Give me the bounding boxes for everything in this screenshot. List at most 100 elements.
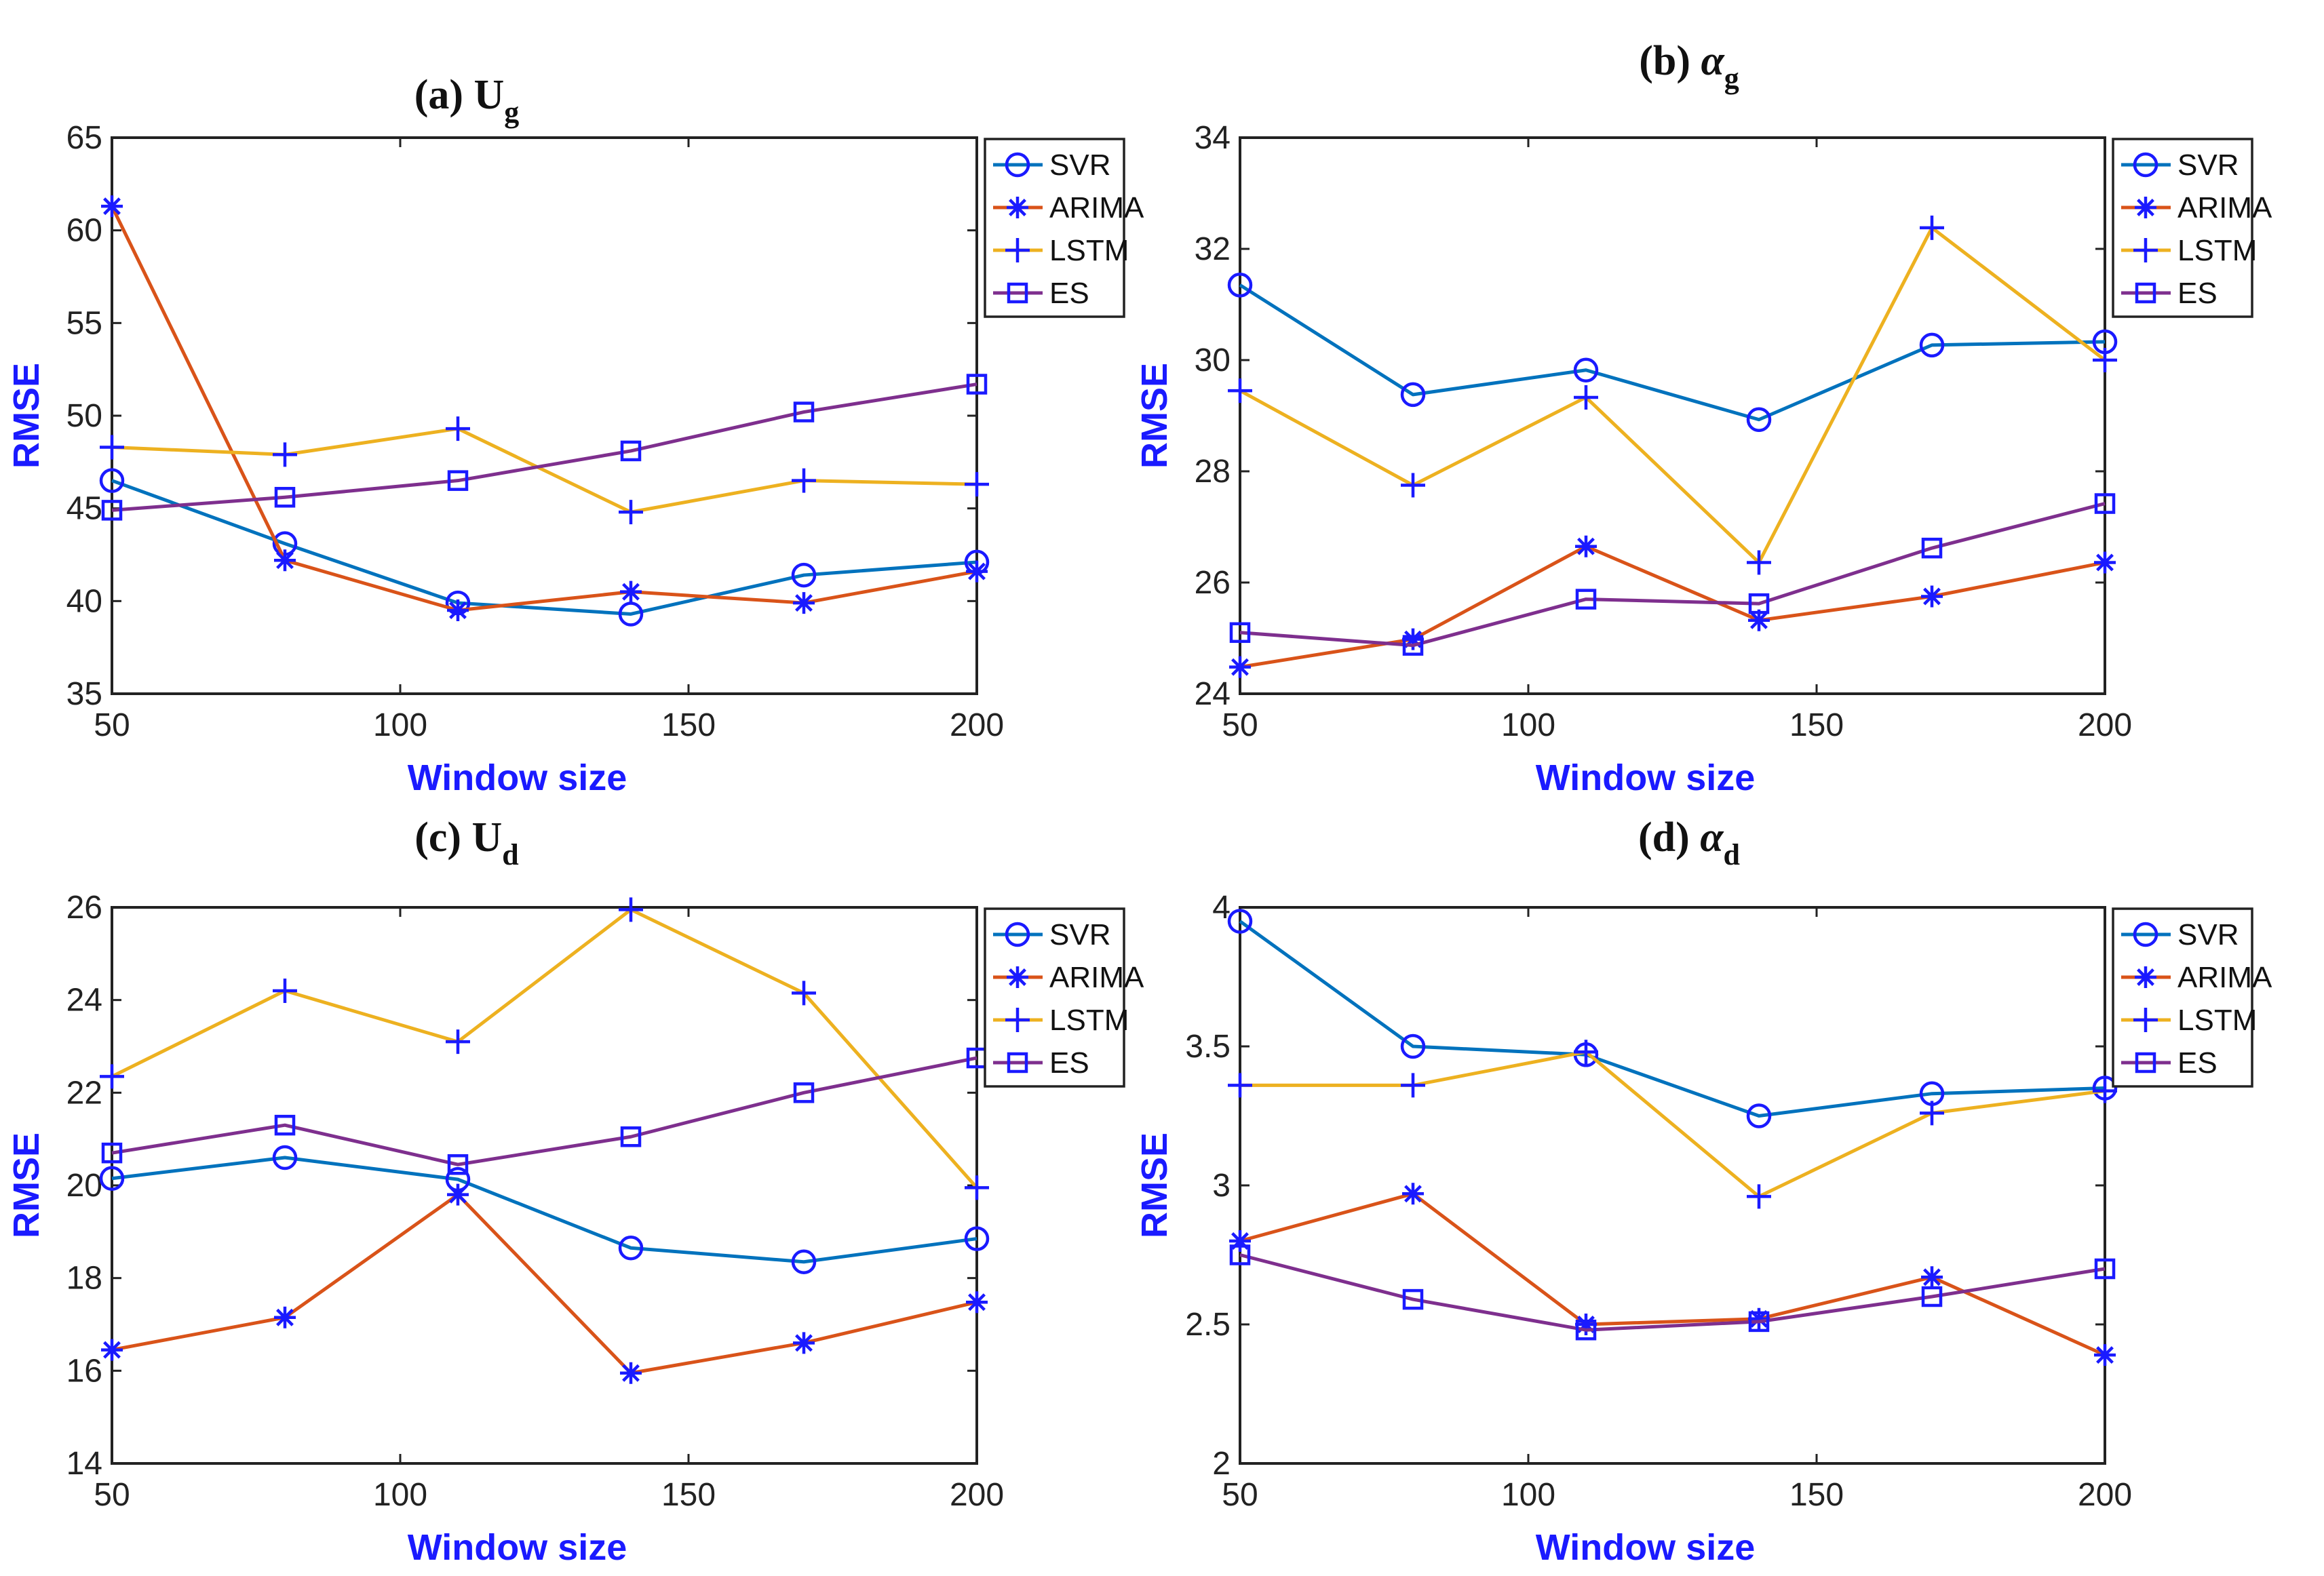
data-point-lstm [273,442,297,467]
title-symbol: α [1701,38,1725,84]
plot-frame [111,906,978,1465]
y-tick-label: 24 [1195,676,1231,712]
legend-entry-lstm: LSTM [993,234,1129,267]
series-line-lstm [1240,1050,2106,1198]
title-subscript: g [504,96,519,129]
data-point-lstm [1401,473,1425,498]
data-point-arima [1575,535,1597,557]
data-point-lstm [1401,1073,1425,1098]
legend-entry-svr: SVR [2121,918,2239,951]
y-tick-label: 26 [1195,565,1231,601]
series-line-es [111,382,977,512]
data-point-es [101,1142,123,1164]
data-point-svr [1227,909,1253,934]
data-point-lstm [1747,1184,1771,1209]
chart-title: (c) Ud [414,814,519,871]
data-point-lstm [965,1175,989,1200]
data-point-svr [272,1145,298,1170]
title-space [1690,38,1701,84]
legend-entry-lstm: LSTM [993,1004,1129,1037]
series-line-lstm [111,427,977,514]
data-point-arima [101,1339,123,1361]
data-point-es [447,470,469,491]
plot-frame [1239,136,2106,695]
legend-marker [1007,197,1028,218]
data-point-svr [618,602,644,627]
data-point-arima [793,1332,815,1354]
data-point-arima [1921,1266,1943,1288]
x-tick-label: 200 [2078,707,2132,743]
data-point-lstm [1228,378,1252,403]
y-tick-label: 30 [1195,342,1231,378]
plot-frame [1239,906,2106,1465]
data-point-arima [1402,1183,1424,1205]
title-symbol: U [474,72,505,118]
y-tick-label: 3 [1212,1168,1231,1204]
series-line-lstm [1239,226,2106,564]
data-point-es [1229,622,1251,644]
series-svr [99,1145,990,1274]
x-tick-label: 150 [661,1477,716,1513]
legend-label: ES [1049,277,1089,310]
data-point-lstm [792,468,816,493]
legend-marker [2133,922,2158,947]
title-space [463,72,474,118]
y-axis-label: RMSE [6,363,47,469]
data-point-svr [791,1249,817,1274]
legend: SVR ARIMA LSTM ES [2112,138,2272,318]
legend-marker [1005,1008,1030,1032]
series-arima [1229,1183,2116,1366]
series-line-svr [111,479,977,616]
legend-entry-es: ES [2121,1046,2218,1080]
data-point-arima [620,580,642,603]
y-tick-label: 4 [1212,890,1231,926]
legend-entry-arima: ARIMA [2121,961,2272,994]
legend-entry-svr: SVR [2121,149,2239,182]
data-point-es [1575,1319,1597,1341]
data-point-es [447,1154,469,1175]
legend: SVR ARIMA LSTM ES [984,907,1144,1088]
data-point-svr [99,1166,125,1191]
series-line-arima [110,205,977,612]
x-tick-label: 150 [1789,1477,1844,1513]
title-subscript: d [1724,838,1740,871]
data-point-es [1748,1311,1770,1333]
y-tick-label: 26 [66,890,102,926]
x-tick-label: 100 [1501,707,1555,743]
data-point-svr [1919,332,1945,358]
legend-marker [2133,1008,2158,1032]
x-tick-label: 150 [661,707,716,743]
data-point-es [1402,635,1424,656]
title-panel-label: (b) [1639,38,1690,84]
data-point-arima [966,1291,988,1314]
legend-marker [1007,282,1028,304]
data-point-es [620,440,642,462]
y-tick-label: 14 [66,1446,102,1482]
data-point-svr [791,562,817,588]
title-subscript: d [502,838,518,871]
legend-label: SVR [1049,149,1110,182]
chart-panel-3: 14 16 18 20 22 24 26 50 100 150 200 Window size RMSE… [6,814,1144,1568]
data-point-svr [1746,407,1772,432]
y-tick-label: 16 [66,1353,102,1389]
y-tick-label: 2 [1212,1446,1231,1482]
data-point-es [274,487,296,508]
data-point-arima [1229,1230,1251,1252]
legend-marker [1007,1052,1028,1073]
data-point-arima [447,599,469,621]
series-es [1229,493,2116,656]
data-point-es [1921,537,1943,559]
series-line-arima [111,1193,977,1375]
series-line-arima [1239,1191,2106,1357]
series-line-svr [111,1156,977,1264]
title-panel-label: (a) [414,72,463,118]
data-point-lstm [100,435,124,460]
data-point-arima [1575,1314,1597,1335]
chart-title: (a) Ug [414,72,520,129]
data-point-lstm [1574,1040,1598,1065]
series-lstm [1228,215,2117,575]
chart-panel-4: 2 2.5 3 3.5 4 50 100 150 200 Window size RMSE (d) α… [1134,814,2272,1568]
x-tick-label: 100 [1501,1477,1555,1513]
data-point-lstm [965,472,989,497]
